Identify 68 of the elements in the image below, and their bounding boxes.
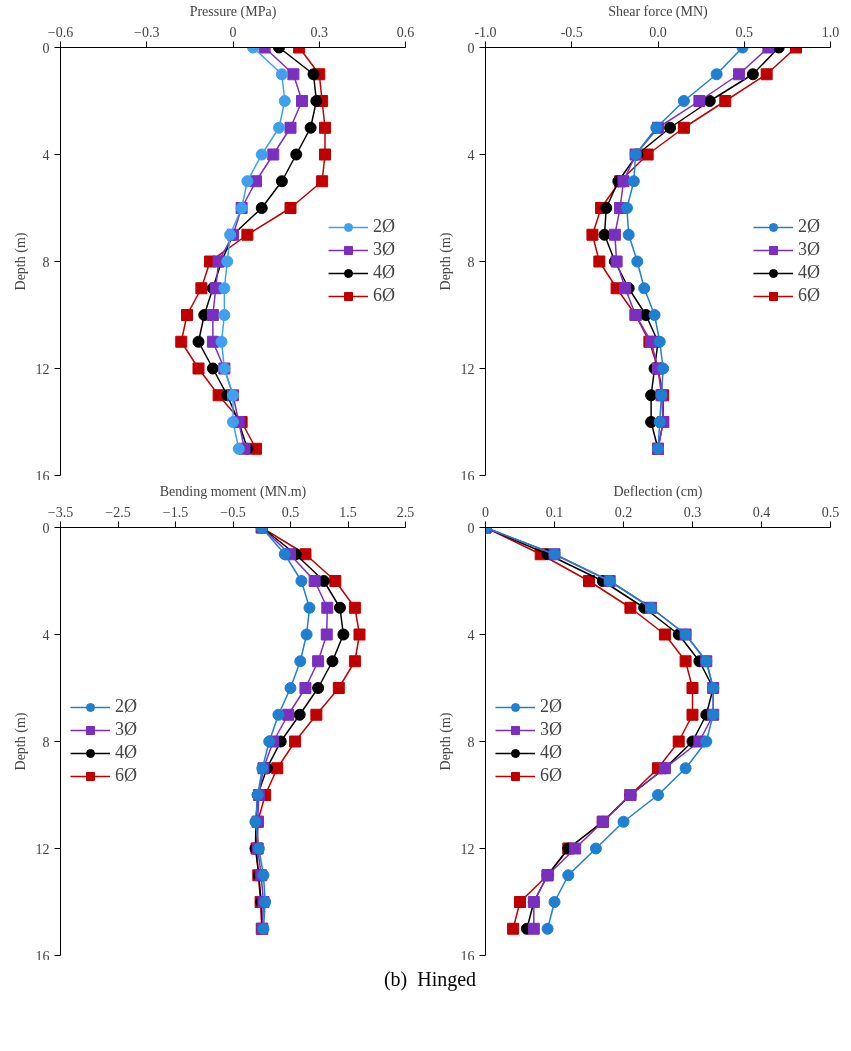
y-tick-label: 4 [42, 627, 50, 643]
legend-label: 3Ø [540, 719, 562, 740]
legend-label: 2Ø [540, 696, 562, 717]
legend-label: 6Ø [798, 285, 820, 306]
legend-label: 2Ø [798, 216, 820, 237]
x-tick-label: 0.5 [281, 504, 300, 520]
x-tick-label: −1.5 [162, 504, 189, 520]
legend-label: 4Ø [540, 742, 562, 763]
legend-label: 3Ø [373, 239, 395, 260]
y-tick-label: 8 [42, 254, 50, 270]
y-tick-label: 0 [467, 40, 475, 56]
x-tick-label: 1.0 [821, 24, 840, 40]
y-axis-title: Depth (m) [12, 232, 29, 291]
x-tick-label: 0.1 [545, 504, 564, 520]
x-tick-label: −0.6 [47, 24, 74, 40]
y-tick-label: 12 [460, 841, 475, 857]
y-axis-title: Depth (m) [437, 232, 454, 291]
y-tick-label: 16 [460, 948, 475, 964]
x-axis-title: Deflection (cm) [613, 483, 703, 500]
legend-label: 6Ø [115, 765, 137, 786]
x-tick-label: 0.0 [649, 24, 667, 40]
x-tick-label: 0.3 [683, 504, 702, 520]
y-axis-title: Depth (m) [437, 712, 454, 771]
y-tick-label: 16 [460, 468, 475, 484]
x-tick-label: −0.5 [220, 504, 246, 520]
y-tick-label: 8 [467, 254, 475, 270]
legend-label: 6Ø [373, 285, 395, 306]
x-tick-label: 0.2 [614, 504, 633, 520]
x-axis-title: Bending moment (MN.m) [159, 483, 307, 500]
x-tick-label: 0 [482, 504, 489, 520]
legend-label: 6Ø [540, 765, 562, 786]
y-tick-label: 12 [35, 361, 50, 377]
x-tick-label: 0.4 [752, 504, 771, 520]
x-tick-label: -1.0 [474, 24, 497, 40]
x-tick-label: 0.5 [735, 24, 753, 40]
x-tick-label: 1.5 [339, 504, 357, 520]
x-tick-label: 2.5 [396, 504, 415, 520]
x-tick-label: 0.6 [396, 24, 415, 40]
y-tick-label: 4 [467, 147, 475, 163]
x-tick-label: 0.5 [821, 504, 840, 520]
y-axis-title: Depth (m) [12, 712, 29, 771]
x-tick-label: −0.3 [134, 24, 160, 40]
y-tick-label: 16 [35, 948, 50, 964]
x-tick-label: 0 [229, 24, 237, 40]
x-tick-label: 0.3 [310, 24, 328, 40]
x-tick-label: -0.5 [560, 24, 583, 40]
legend-label: 4Ø [373, 262, 395, 283]
x-tick-label: −3.5 [47, 504, 74, 520]
y-tick-label: 0 [467, 520, 475, 536]
legend-label: 2Ø [373, 216, 395, 237]
y-tick-label: 0 [42, 520, 50, 536]
legend-label: 3Ø [115, 719, 137, 740]
y-tick-label: 0 [42, 40, 50, 56]
y-tick-label: 8 [467, 734, 475, 750]
y-tick-label: 16 [35, 468, 50, 484]
y-tick-label: 12 [35, 841, 50, 857]
legend-label: 4Ø [115, 742, 137, 763]
x-axis-title: Shear force (MN) [608, 3, 709, 20]
legend-label: 2Ø [115, 696, 137, 717]
legend-label: 3Ø [798, 239, 820, 260]
text: (b) Hinged [383, 967, 477, 993]
y-tick-label: 4 [467, 627, 475, 643]
x-axis-title: Pressure (MPa) [189, 3, 277, 20]
y-tick-label: 4 [42, 147, 50, 163]
y-tick-label: 8 [42, 734, 50, 750]
legend-label: 4Ø [798, 262, 820, 283]
y-tick-label: 12 [460, 361, 475, 377]
x-tick-label: −2.5 [105, 504, 131, 520]
